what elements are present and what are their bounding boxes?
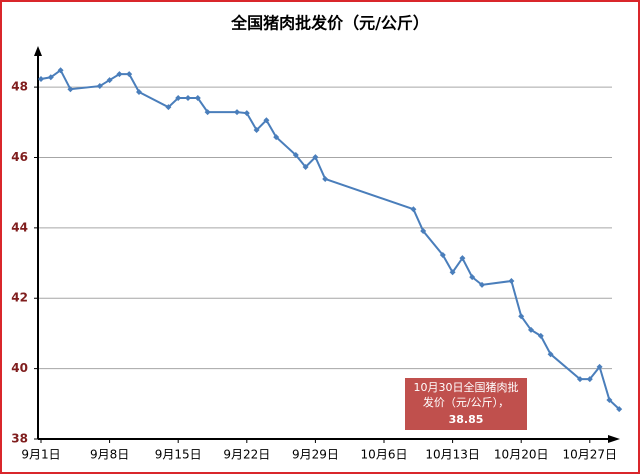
marker: [518, 313, 525, 320]
marker: [459, 255, 466, 262]
x-tick-label: 9月22日: [223, 448, 270, 462]
annotation: 10月30日全国猪肉批: [414, 380, 519, 394]
marker: [439, 251, 446, 258]
marker: [449, 269, 456, 276]
x-tick-label: 9月15日: [155, 448, 202, 462]
marker: [292, 152, 299, 159]
marker: [47, 74, 54, 81]
y-tick-label: 48: [11, 80, 28, 94]
marker: [302, 163, 309, 170]
marker: [528, 326, 534, 333]
marker: [420, 228, 427, 235]
marker: [175, 95, 182, 102]
marker: [38, 76, 44, 83]
line: [40, 68, 620, 410]
marker: [96, 83, 103, 90]
marker: [410, 206, 417, 213]
marker: [57, 67, 64, 74]
marker: [234, 109, 240, 116]
y-tick-label: 46: [11, 150, 28, 164]
y-tick-label: 40: [11, 361, 28, 375]
y-tick-label: 42: [11, 291, 28, 305]
marker: [185, 95, 191, 102]
marker: [136, 89, 142, 96]
marker: [106, 77, 113, 84]
value-label: 38.85: [449, 413, 484, 426]
x-tick-label: 9月1日: [21, 448, 60, 462]
annotation-box: [405, 378, 527, 430]
y-tick-label: 44: [11, 220, 28, 234]
y-tick-label: 38: [11, 432, 28, 446]
annotation: 发价（元/公斤），: [423, 395, 509, 409]
marker: [479, 281, 485, 288]
marker: [469, 274, 476, 281]
marker: [273, 134, 280, 141]
x-tick-label: 10月27日: [563, 448, 618, 462]
marker: [577, 376, 583, 383]
x-tick-label: 10月20日: [494, 448, 549, 462]
y-axis-arrow: [34, 46, 42, 56]
marker: [126, 71, 133, 78]
x-tick-label: 10月6日: [361, 448, 408, 462]
marker: [116, 71, 123, 78]
marker: [204, 109, 211, 116]
marker: [616, 406, 623, 413]
x-tick-label: 9月8日: [90, 448, 129, 462]
marker: [253, 127, 260, 134]
marker: [312, 154, 319, 161]
marker: [67, 86, 74, 93]
marker: [263, 117, 270, 124]
x-tick-label: 9月29日: [292, 448, 339, 462]
x-axis-arrow: [608, 435, 620, 443]
marker: [606, 396, 613, 403]
x-tick-label: 10月13日: [425, 448, 480, 462]
marker: [508, 278, 515, 285]
marker: [194, 95, 201, 102]
marker: [165, 104, 172, 111]
chart-title: 全国猪肉批发价（元/公斤）: [230, 14, 429, 33]
marker: [596, 363, 603, 370]
marker: [547, 351, 554, 358]
marker: [537, 332, 544, 339]
marker: [322, 175, 329, 182]
marker: [243, 110, 250, 117]
marker: [586, 376, 593, 383]
